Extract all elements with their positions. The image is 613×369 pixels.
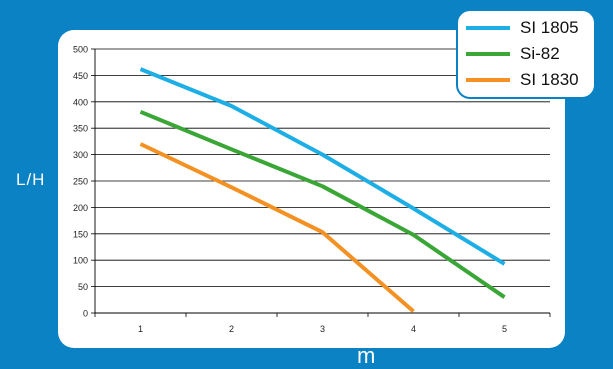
y-tick-label: 100 bbox=[73, 256, 88, 266]
legend-item-si-82: Si-82 bbox=[458, 41, 594, 67]
legend-label: Si-82 bbox=[520, 44, 560, 63]
x-tick-label: 1 bbox=[138, 324, 143, 334]
y-tick-label: 250 bbox=[73, 177, 88, 187]
legend-item-si-1805: SI 1805 bbox=[458, 15, 594, 41]
legend-label: SI 1830 bbox=[520, 70, 579, 89]
y-tick-label: 450 bbox=[73, 71, 88, 81]
x-tick-label: 2 bbox=[229, 324, 234, 334]
y-tick-label: 350 bbox=[73, 124, 88, 134]
series-line-0 bbox=[139, 67, 506, 266]
legend-swatch bbox=[466, 78, 510, 82]
y-tick-label: 150 bbox=[73, 229, 88, 239]
x-tick-label: 5 bbox=[502, 324, 507, 334]
y-axis-label: L/H bbox=[16, 170, 46, 189]
legend-item-si-1830: SI 1830 bbox=[458, 67, 594, 93]
y-tick-label: 300 bbox=[73, 150, 88, 160]
series-line-1 bbox=[139, 109, 506, 299]
x-tick-label: 3 bbox=[320, 324, 325, 334]
x-axis-label: m bbox=[357, 343, 376, 368]
y-tick-label: 50 bbox=[78, 282, 88, 292]
x-tick-label: 4 bbox=[411, 324, 416, 334]
legend-swatch bbox=[466, 52, 510, 56]
y-tick-label: 0 bbox=[83, 309, 88, 319]
series-line-2 bbox=[139, 142, 415, 313]
line-chart: 0 50 100 150 200 250 300 350 400 450 500 1 2 3 4 5 bbox=[73, 45, 551, 334]
legend-swatch bbox=[466, 26, 510, 30]
y-tick-label: 500 bbox=[73, 45, 88, 55]
legend-label: SI 1805 bbox=[520, 18, 579, 37]
y-tick-label: 200 bbox=[73, 203, 88, 213]
legend: SI 1805 Si-82 SI 1830 bbox=[456, 9, 596, 99]
y-tick-label: 400 bbox=[73, 97, 88, 107]
